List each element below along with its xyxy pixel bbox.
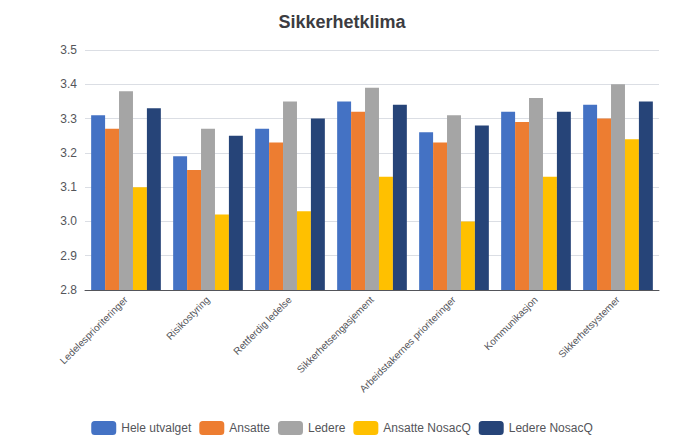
svg-text:3.0: 3.0: [60, 214, 77, 228]
svg-text:Kommunikasjon: Kommunikasjon: [482, 294, 540, 352]
svg-text:3.4: 3.4: [60, 77, 77, 91]
svg-text:2.8: 2.8: [60, 283, 77, 297]
svg-text:Sikkerhetsengasjement: Sikkerhetsengasjement: [295, 294, 376, 375]
svg-text:Ledelesprioriteringer: Ledelesprioriteringer: [58, 294, 131, 367]
svg-text:Sikkerhetsystemer: Sikkerhetsystemer: [556, 294, 622, 360]
svg-text:3.3: 3.3: [60, 112, 77, 126]
svg-text:Ledere: Ledere: [308, 421, 346, 435]
svg-text:Ansatte: Ansatte: [229, 421, 270, 435]
svg-text:Sikkerhetklima: Sikkerhetklima: [278, 12, 406, 32]
svg-text:Rettferdig ledelse: Rettferdig ledelse: [231, 294, 294, 357]
svg-text:3.1: 3.1: [60, 180, 77, 194]
svg-text:2.9: 2.9: [60, 249, 77, 263]
svg-text:3.5: 3.5: [60, 43, 77, 57]
svg-text:3.2: 3.2: [60, 146, 77, 160]
svg-text:Hele utvalget: Hele utvalget: [121, 421, 192, 435]
svg-text:Ledere NosacQ: Ledere NosacQ: [509, 421, 593, 435]
svg-text:Risikostyring: Risikostyring: [164, 294, 212, 342]
svg-text:Ansatte NosacQ: Ansatte NosacQ: [383, 421, 470, 435]
svg-text:Arbeidstakernes prioriteringer: Arbeidstakernes prioriteringer: [358, 294, 459, 395]
